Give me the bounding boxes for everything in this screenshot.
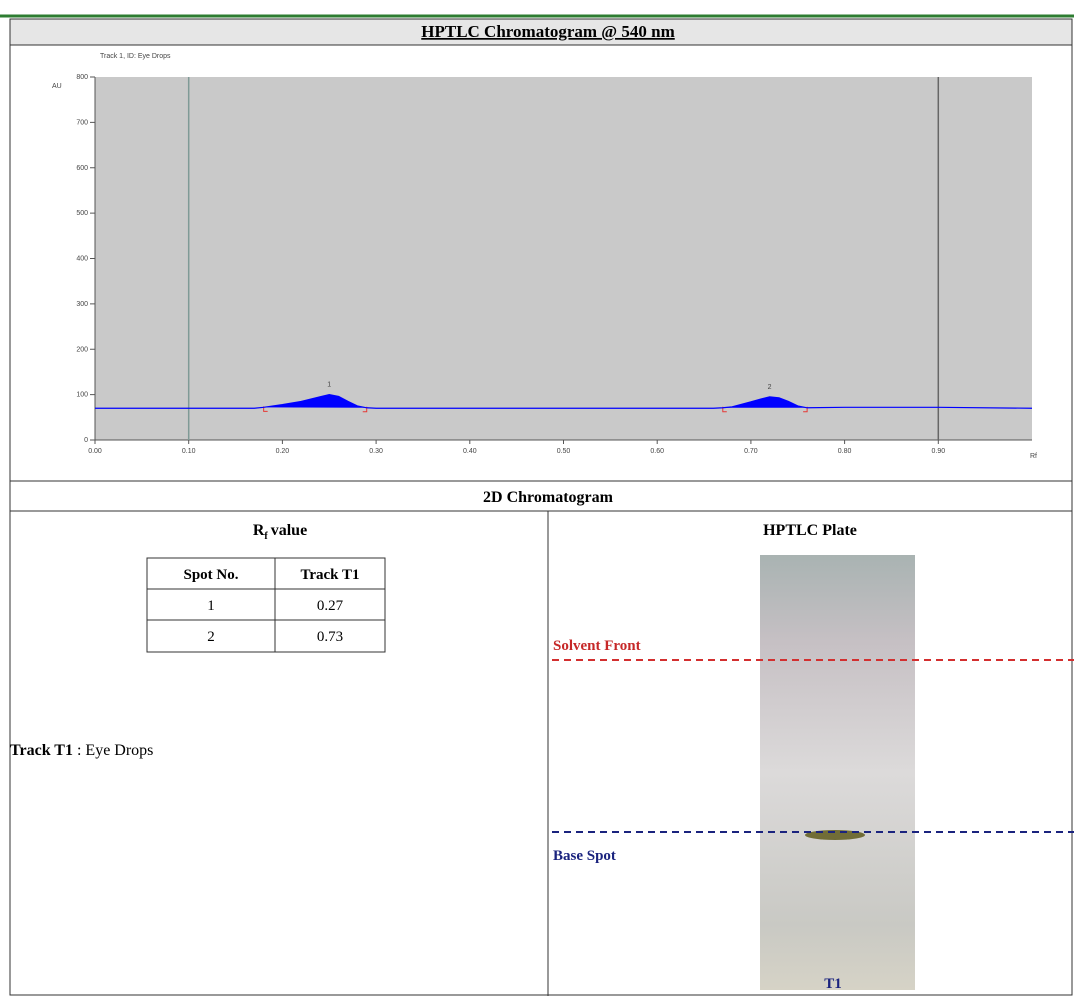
- y-tick-label: 100: [76, 392, 88, 399]
- peak-label: 1: [327, 382, 331, 389]
- sample-track: Track T1: [10, 742, 73, 759]
- y-tick-label: 600: [76, 165, 88, 172]
- table-cell: 1: [207, 598, 215, 614]
- table-cell: 0.73: [317, 629, 343, 645]
- x-tick-label: 0.50: [557, 448, 571, 455]
- title: HPTLC Chromatogram @ 540 nm: [421, 22, 675, 41]
- y-tick-label: 700: [76, 119, 88, 126]
- plot-area: [95, 77, 1032, 440]
- y-tick-label: 400: [76, 256, 88, 263]
- table-cell: 2: [207, 629, 215, 645]
- x-tick-label: 0.30: [369, 448, 383, 455]
- x-tick-label: 0.00: [88, 448, 102, 455]
- sample-text: : Eye Drops: [77, 742, 153, 759]
- table-header: Spot No.: [183, 567, 238, 583]
- x-tick-label: 0.70: [744, 448, 758, 455]
- x-tick-label: 0.20: [276, 448, 290, 455]
- base-spot-label: Base Spot: [553, 848, 616, 864]
- x-tick-label: 0.40: [463, 448, 477, 455]
- plate-track: T1: [824, 976, 842, 992]
- sample-note: Track T1: Eye Drops: [10, 742, 153, 759]
- table-header: Track T1: [300, 567, 359, 583]
- rf-symbol: R: [253, 522, 265, 539]
- plate-title: HPTLC Plate: [763, 522, 857, 539]
- x-tick-label: 0.90: [931, 448, 945, 455]
- x-tick-label: 0.10: [182, 448, 196, 455]
- section-title: 2D Chromatogram: [483, 489, 614, 506]
- y-axis-label: AU: [52, 83, 62, 90]
- x-tick-label: 0.80: [838, 448, 852, 455]
- y-tick-label: 300: [76, 301, 88, 308]
- plate-image: [760, 555, 915, 990]
- solvent-front-label: Solvent Front: [553, 638, 641, 654]
- x-axis-label: Rf: [1030, 453, 1037, 460]
- y-tick-label: 800: [76, 74, 88, 81]
- page: HPTLC Chromatogram @ 540 nm 2D Chromatog…: [0, 0, 1074, 996]
- rf-subscript: f: [264, 531, 268, 542]
- x-tick-label: 0.60: [650, 448, 664, 455]
- peak-label: 2: [768, 384, 772, 391]
- document: HPTLC Chromatogram @ 540 nm 2D Chromatog…: [0, 0, 1074, 996]
- y-tick-label: 200: [76, 346, 88, 353]
- y-tick-label: 0: [84, 437, 88, 444]
- rf-text: value: [271, 522, 307, 539]
- table-cell: 0.27: [317, 598, 344, 614]
- chart-subtitle: Track 1, ID: Eye Drops: [100, 53, 171, 60]
- y-tick-label: 500: [76, 210, 88, 217]
